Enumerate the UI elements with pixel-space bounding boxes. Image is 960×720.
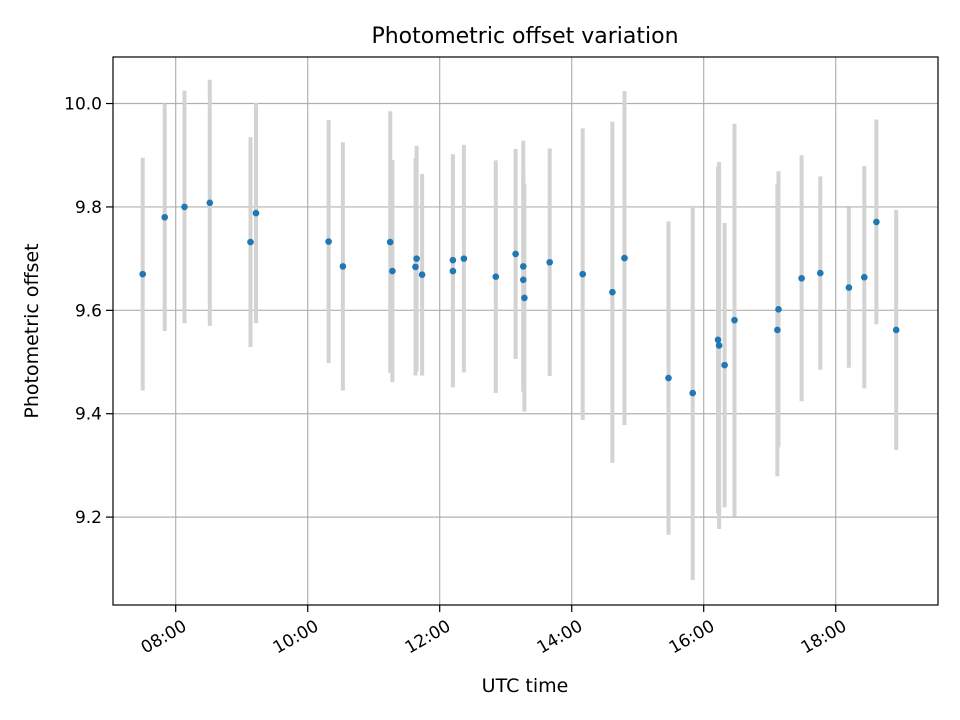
data-point <box>418 271 426 278</box>
data-point <box>206 199 214 207</box>
data-point <box>139 270 146 278</box>
data-point <box>775 305 782 313</box>
data-point <box>325 238 332 245</box>
y-tick-label: 10.0 <box>64 95 102 115</box>
data-point <box>609 288 616 296</box>
data-point <box>546 258 553 266</box>
data-point <box>892 326 900 334</box>
data-point <box>715 342 723 349</box>
data-point <box>520 276 527 284</box>
data-point <box>386 238 394 246</box>
plot-frame <box>112 56 939 606</box>
data-point <box>721 361 728 369</box>
data-point <box>817 269 824 277</box>
data-point <box>731 316 738 324</box>
data-point <box>873 218 880 226</box>
data-point <box>861 273 868 281</box>
data-point <box>579 270 586 278</box>
y-tick-label: 9.6 <box>75 301 102 321</box>
data-point <box>413 255 420 262</box>
y-axis: 9.2 9.4 9.6 9.8 10.0 <box>64 95 113 528</box>
chart-title: Photometric offset variation <box>371 24 678 49</box>
data-point <box>412 263 419 271</box>
data-point <box>161 213 168 221</box>
y-tick-label: 9.4 <box>75 405 102 425</box>
data-point <box>449 256 457 264</box>
data-point <box>252 209 260 217</box>
data-point <box>460 255 468 262</box>
data-point <box>621 254 628 262</box>
data-point <box>492 273 500 281</box>
data-point <box>665 374 672 382</box>
data-points <box>139 199 900 397</box>
data-point <box>798 274 805 282</box>
data-point <box>181 203 188 211</box>
data-point <box>774 326 781 334</box>
data-point <box>339 263 347 270</box>
y-tick-label: 9.8 <box>75 198 102 218</box>
data-point <box>389 267 396 275</box>
y-axis-label: Photometric offset <box>21 243 43 418</box>
data-point <box>512 250 519 258</box>
data-point <box>449 267 457 275</box>
data-point <box>520 263 527 270</box>
data-point <box>845 284 853 291</box>
data-point <box>247 238 254 246</box>
data-point <box>521 294 528 302</box>
y-tick-label: 9.2 <box>75 508 102 528</box>
data-point <box>714 336 722 344</box>
x-axis-label: UTC time <box>482 675 569 697</box>
data-point <box>689 389 696 397</box>
